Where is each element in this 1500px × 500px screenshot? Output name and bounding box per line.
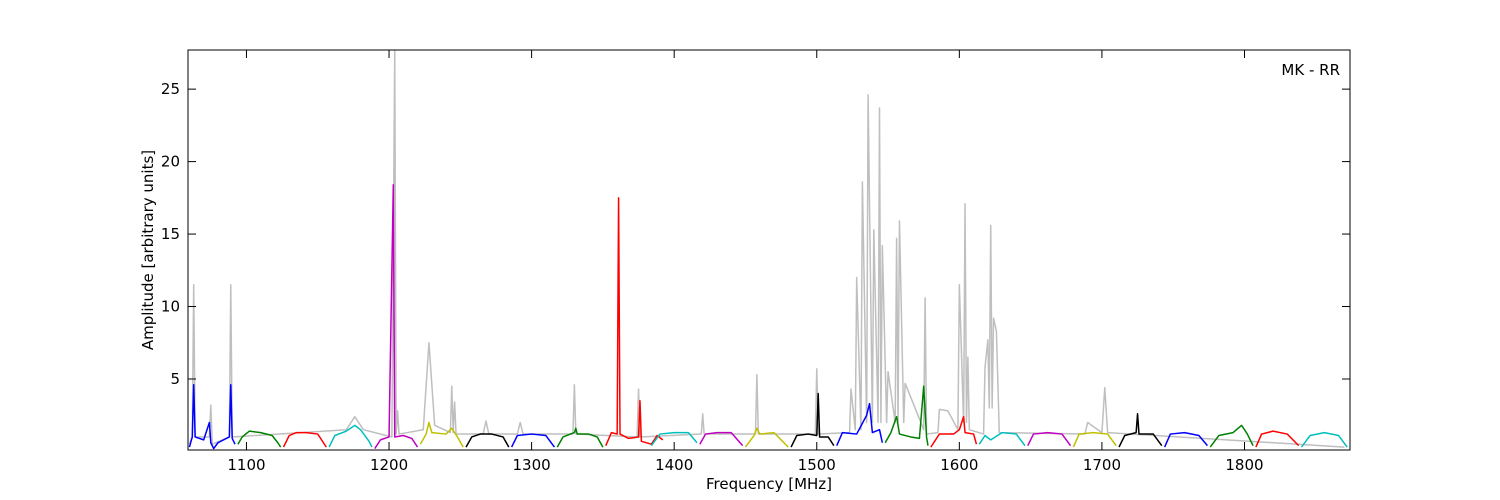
- spectrum-line: [188, 384, 236, 450]
- x-tick-label: 1300: [513, 456, 551, 474]
- spectrum-line: [744, 427, 789, 448]
- spectrum-line: [374, 184, 419, 449]
- y-axis-label: Amplitude [arbitrary units]: [139, 150, 157, 350]
- spectrum-line: [237, 430, 282, 448]
- spectrum-line: [605, 197, 664, 446]
- spectrum-line: [1300, 431, 1348, 448]
- spectrum-line: [884, 385, 929, 446]
- spectrum-line: [836, 402, 884, 446]
- y-tick-label: 15: [161, 225, 180, 243]
- spectrum-line: [1255, 430, 1300, 448]
- plot-frame: [187, 49, 1351, 451]
- y-tick-label: 20: [161, 153, 180, 171]
- plot-area: [188, 50, 1348, 450]
- spectrum-line: [510, 433, 556, 448]
- y-tick-label: 25: [161, 80, 180, 98]
- x-tick-label: 1200: [370, 456, 408, 474]
- spectrum-line: [1163, 431, 1208, 448]
- spectrum-line: [282, 431, 327, 448]
- spectrum-line: [556, 427, 604, 448]
- spectrum-line: [1072, 431, 1117, 448]
- spectrum-line: [419, 421, 464, 448]
- spectrum-line: [930, 415, 978, 448]
- x-tick-label: 1500: [798, 456, 836, 474]
- spectrum-line: [1209, 424, 1254, 448]
- x-tick-label: 1100: [227, 456, 265, 474]
- annotation: MK - RR: [1281, 61, 1340, 79]
- x-tick-label: 1800: [1225, 456, 1263, 474]
- spectrum-line: [465, 433, 510, 448]
- spectrum-line: [790, 392, 835, 448]
- spectrum-line: [650, 431, 698, 447]
- x-tick-label: 1600: [940, 456, 978, 474]
- x-tick-label: 1700: [1083, 456, 1121, 474]
- y-tick-label: 5: [170, 370, 180, 388]
- x-axis-label: Frequency [MHz]: [706, 475, 832, 493]
- spectrum-line: [188, 50, 1345, 448]
- spectrum-line: [1027, 431, 1072, 447]
- spectrum-line: [978, 431, 1026, 447]
- spectrum-line: [699, 431, 744, 447]
- spectrum-line: [328, 424, 373, 448]
- spectrum-line: [1118, 413, 1163, 448]
- x-tick-label: 1400: [655, 456, 693, 474]
- y-tick-label: 10: [161, 298, 180, 316]
